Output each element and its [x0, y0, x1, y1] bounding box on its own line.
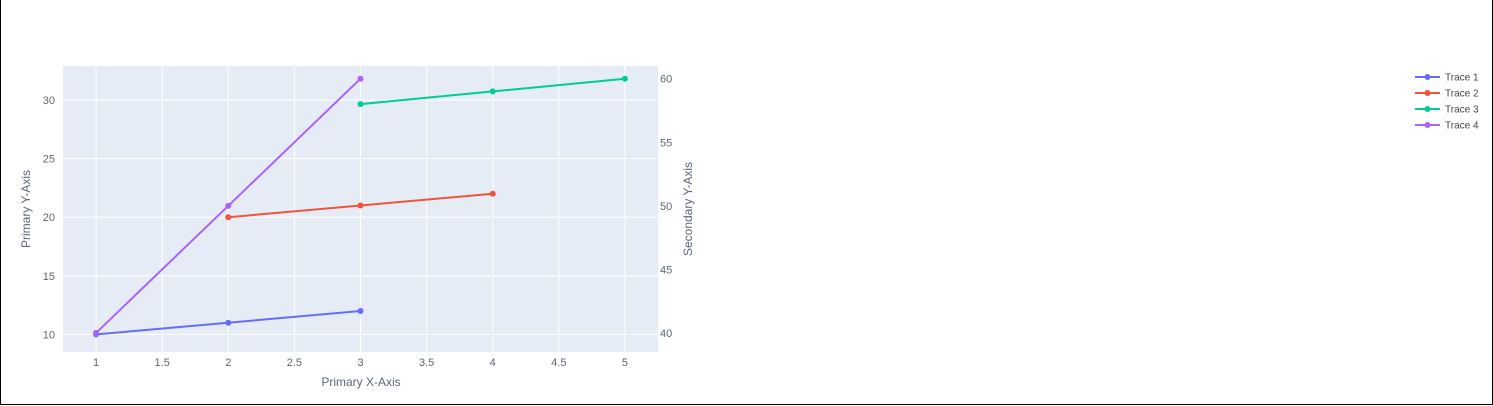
y-tick-label: 15 — [43, 271, 55, 283]
data-point[interactable] — [225, 202, 232, 209]
x-tick-label: 5 — [622, 357, 628, 369]
series-2[interactable] — [225, 190, 496, 221]
legend[interactable]: Trace 1 Trace 2 Trace 3 Trace 4 — [1415, 73, 1479, 132]
legend-item[interactable]: Trace 4 — [1415, 121, 1479, 132]
legend-item[interactable]: Trace 2 — [1415, 89, 1479, 100]
y2-tick-label: 40 — [660, 328, 672, 340]
series-3[interactable] — [357, 75, 628, 108]
x-tick-label: 2 — [225, 357, 231, 369]
data-point[interactable] — [357, 202, 364, 209]
data-point[interactable] — [357, 75, 364, 82]
y-tick-labels: 10 15 20 25 30 — [43, 95, 55, 341]
series-layer — [93, 75, 628, 338]
x-tick-label: 4.5 — [551, 357, 566, 369]
legend-item[interactable]: Trace 3 — [1415, 105, 1479, 116]
y-axis-title: Primary Y-Axis — [19, 170, 33, 248]
legend-swatch-marker — [1424, 122, 1431, 128]
y2-tick-label: 45 — [660, 264, 672, 276]
x-axis-title: Primary X-Axis — [321, 375, 400, 389]
data-point[interactable] — [357, 101, 364, 108]
x-tick-label: 3 — [357, 357, 363, 369]
legend-label: Trace 3 — [1445, 105, 1479, 116]
legend-item[interactable]: Trace 1 — [1415, 73, 1479, 84]
data-point[interactable] — [93, 329, 100, 336]
series-1[interactable] — [93, 307, 364, 338]
x-tick-label: 4 — [490, 357, 496, 369]
legend-label: Trace 2 — [1445, 89, 1479, 100]
y-tick-label: 25 — [43, 154, 55, 166]
data-point[interactable] — [621, 75, 628, 82]
data-point[interactable] — [225, 319, 232, 326]
y2-tick-label: 55 — [660, 137, 672, 149]
x-tick-label: 2.5 — [287, 357, 302, 369]
legend-label: Trace 4 — [1445, 121, 1479, 132]
y-tick-label: 20 — [43, 212, 55, 224]
y2-tick-labels: 40 45 50 55 60 — [660, 74, 672, 340]
x-tick-labels: 1 1.5 2 2.5 3 3.5 4 4.5 5 — [93, 357, 628, 369]
grid-lines — [63, 66, 658, 352]
legend-swatch-marker — [1424, 74, 1431, 80]
data-point[interactable] — [489, 88, 496, 95]
series-4[interactable] — [93, 75, 364, 336]
x-tick-label: 1 — [93, 357, 99, 369]
y-tick-label: 30 — [43, 95, 55, 107]
legend-label: Trace 1 — [1445, 73, 1479, 84]
y-tick-label: 10 — [43, 329, 55, 341]
data-point[interactable] — [357, 307, 364, 314]
x-tick-label: 1.5 — [155, 357, 170, 369]
y2-tick-label: 50 — [660, 201, 672, 213]
data-point[interactable] — [225, 214, 232, 221]
x-tick-label: 3.5 — [419, 357, 434, 369]
data-point[interactable] — [489, 190, 496, 197]
legend-swatch-marker — [1424, 106, 1431, 112]
y2-axis-title: Secondary Y-Axis — [681, 162, 695, 256]
legend-swatch-marker — [1424, 90, 1431, 96]
y2-tick-label: 60 — [660, 74, 672, 86]
